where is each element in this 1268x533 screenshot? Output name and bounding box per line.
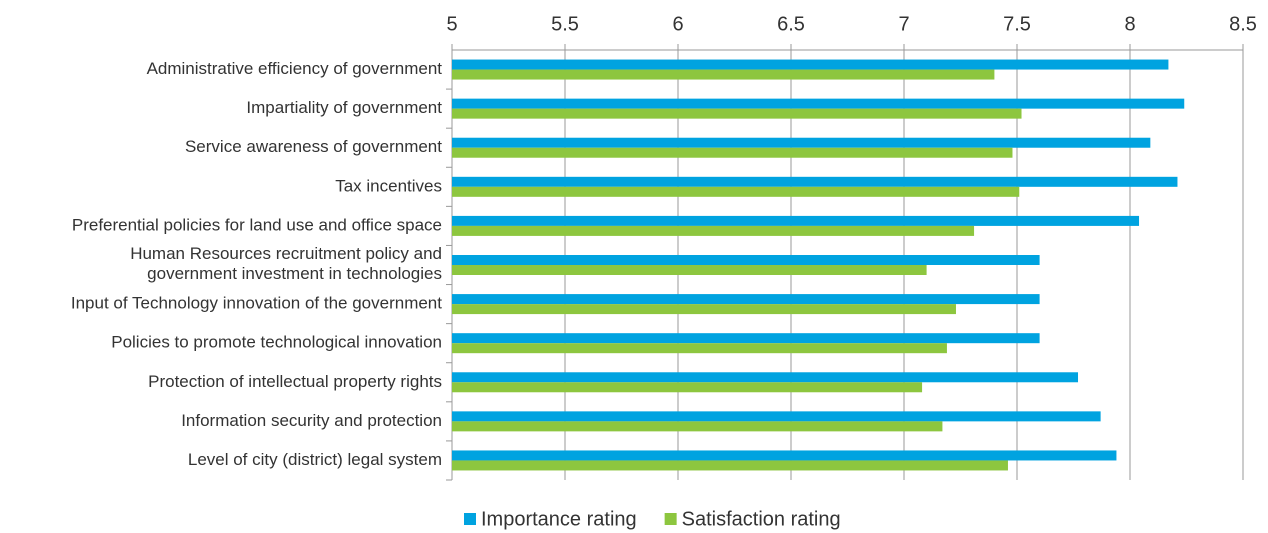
- y-tick-label: Human Resources recruitment policy and go…: [130, 244, 442, 283]
- bar: [452, 137, 1151, 148]
- bar: [452, 69, 995, 80]
- bar: [452, 186, 1020, 197]
- bar: [452, 176, 1178, 187]
- bar: [452, 59, 1169, 70]
- y-tick-label: Administrative efficiency of government: [147, 59, 443, 78]
- legend-swatch: [664, 513, 677, 525]
- x-tick-label: 7: [898, 13, 909, 35]
- legend-label: Satisfaction rating: [682, 508, 841, 530]
- y-tick-label: Tax incentives: [335, 176, 442, 195]
- bar: [452, 333, 1040, 344]
- legend-label: Importance rating: [481, 508, 637, 530]
- bar: [452, 411, 1101, 422]
- y-tick-label: Information security and protection: [181, 411, 442, 430]
- bar: [452, 225, 975, 236]
- x-tick-label: 5: [446, 13, 457, 35]
- bar: [452, 304, 956, 315]
- bar: [452, 421, 943, 432]
- bar: [452, 215, 1140, 226]
- bar: [452, 343, 947, 354]
- x-tick-label: 7.5: [1003, 13, 1031, 35]
- x-tick-label: 6: [672, 13, 683, 35]
- bar: [452, 460, 1008, 471]
- y-tick-label: Impartiality of government: [246, 98, 442, 117]
- y-tick-label: Policies to promote technological innova…: [111, 333, 442, 352]
- y-tick-label: Level of city (district) legal system: [188, 450, 442, 469]
- bar: [452, 265, 927, 275]
- bar: [452, 108, 1022, 119]
- legend-swatch: [464, 513, 476, 525]
- y-tick-label: Input of Technology innovation of the go…: [71, 294, 442, 313]
- y-tick-label: Service awareness of government: [185, 137, 442, 156]
- bar: [452, 147, 1013, 158]
- x-tick-label: 8.5: [1229, 13, 1257, 35]
- bar: [452, 372, 1079, 383]
- x-tick-label: 5.5: [551, 13, 579, 35]
- x-axis: 5 5.5 6 6.5 7 7.5 8 8.5: [446, 13, 1256, 35]
- y-tick-label: Preferential policies for land use and o…: [72, 215, 442, 234]
- x-tick-label: 8: [1124, 13, 1135, 35]
- x-tick-label: 6.5: [777, 13, 805, 35]
- bar: [452, 382, 923, 393]
- bar: [452, 98, 1185, 109]
- bar: [452, 255, 1040, 265]
- y-tick-label: Protection of intellectual property righ…: [148, 372, 442, 391]
- bar: [452, 450, 1117, 461]
- bar: [452, 294, 1040, 305]
